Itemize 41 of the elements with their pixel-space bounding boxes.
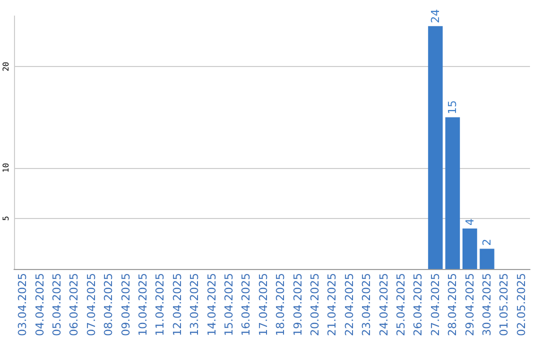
x-tick-label: 16.04.2025 <box>240 273 253 336</box>
x-tick-label: 14.04.2025 <box>205 273 218 336</box>
data-label: 15 <box>446 100 460 114</box>
x-tick-label: 13.04.2025 <box>188 273 202 336</box>
x-tick-label: 27.04.2025 <box>428 273 442 336</box>
x-tick-label: 09.04.2025 <box>119 273 132 336</box>
x-tick-label: 02.05.2025 <box>514 273 528 336</box>
bar <box>462 228 478 269</box>
bar <box>480 248 494 269</box>
x-tick-label: 30.04.2025 <box>480 273 494 336</box>
x-tick-label: 10.04.2025 <box>136 273 150 336</box>
y-tick-label: 10 <box>2 162 10 173</box>
data-label: 2 <box>480 238 494 246</box>
data-label: 4 <box>463 218 476 226</box>
x-tick-label: 21.04.2025 <box>326 273 339 336</box>
x-tick-label: 29.04.2025 <box>463 273 476 336</box>
y-tick-label: 20 <box>2 62 10 72</box>
x-tick-label: 11.04.2025 <box>154 273 167 336</box>
x-tick-label: 12.04.2025 <box>170 273 184 336</box>
x-tick-label: 17.04.2025 <box>256 273 270 336</box>
x-tick-label: 06.04.2025 <box>68 273 81 336</box>
x-tick-label: 01.05.2025 <box>498 273 511 336</box>
x-tick-label: 20.04.2025 <box>308 273 322 336</box>
x-tick-label: 15.04.2025 <box>222 273 236 336</box>
x-tick-label: 03.04.2025 <box>16 273 30 336</box>
x-tick-label: 05.04.2025 <box>50 273 64 336</box>
x-tick-label: 07.04.2025 <box>84 273 98 336</box>
x-tick-label: 26.04.2025 <box>412 273 425 336</box>
x-tick-label: 08.04.2025 <box>102 273 116 336</box>
bar <box>445 117 460 269</box>
x-tick-label: 25.04.2025 <box>394 273 408 336</box>
x-tick-label: 04.04.2025 <box>33 273 46 336</box>
data-label: 24 <box>428 9 442 24</box>
x-tick-label: 28.04.2025 <box>446 273 460 336</box>
bar <box>428 26 443 269</box>
x-tick-label: 23.04.2025 <box>360 273 374 336</box>
x-tick-label: 18.04.2025 <box>274 273 288 336</box>
x-tick-label: 22.04.2025 <box>342 273 356 336</box>
x-tick-label: 19.04.2025 <box>291 273 304 336</box>
x-tick-label: 24.04.2025 <box>377 273 390 336</box>
y-tick-label: 5 <box>2 216 10 221</box>
